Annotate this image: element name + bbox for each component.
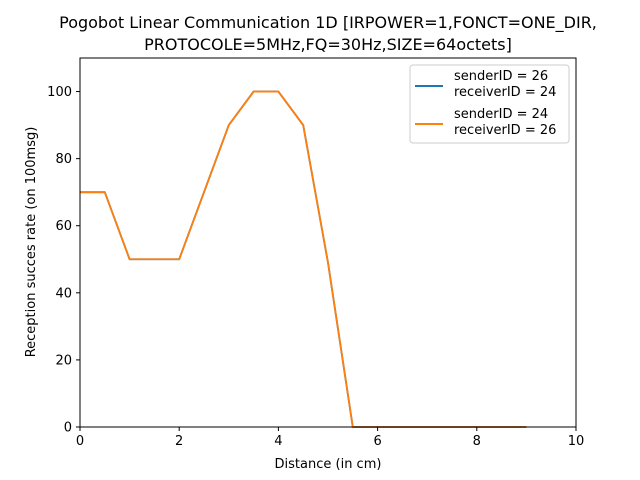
legend-label-series-1-line-1: senderID = 26 (454, 69, 548, 84)
legend-label-series-2-line-2: receiverID = 26 (454, 123, 556, 138)
plot-frame (79, 57, 577, 428)
y-axis-ticks: 0 20 40 60 80 100 (47, 85, 80, 436)
x-tick-label: 10 (568, 434, 585, 449)
y-axis-label: Reception succes rate (on 100msg) (24, 127, 39, 358)
legend: senderID = 26 receiverID = 24 senderID =… (409, 64, 570, 144)
x-tick-label: 8 (473, 434, 481, 449)
y-tick-label: 0 (64, 421, 72, 436)
y-tick-label: 80 (55, 152, 72, 167)
legend-label-series-2-line-1: senderID = 24 (454, 107, 548, 122)
chart-title-line-1: Pogobot Linear Communication 1D [IRPOWER… (59, 13, 597, 33)
y-tick-label: 20 (55, 353, 72, 368)
legend-frame (409, 64, 570, 144)
x-tick-label: 0 (76, 434, 84, 449)
chart-title-line-2: PROTOCOLE=5MHz,FQ=30Hz,SIZE=64octets] (144, 35, 512, 54)
x-axis-ticks: 0 2 4 6 8 10 (76, 427, 584, 449)
legend-label-series-1-line-2: receiverID = 24 (454, 85, 556, 100)
y-tick-label: 40 (55, 286, 72, 301)
x-axis-label: Distance (in cm) (275, 457, 382, 472)
y-tick-label: 100 (47, 85, 72, 100)
x-tick-label: 4 (274, 434, 282, 449)
y-tick-label: 60 (55, 219, 72, 234)
x-tick-label: 2 (175, 434, 183, 449)
x-tick-label: 6 (373, 434, 381, 449)
chart-title: Pogobot Linear Communication 1D [IRPOWER… (59, 13, 597, 54)
